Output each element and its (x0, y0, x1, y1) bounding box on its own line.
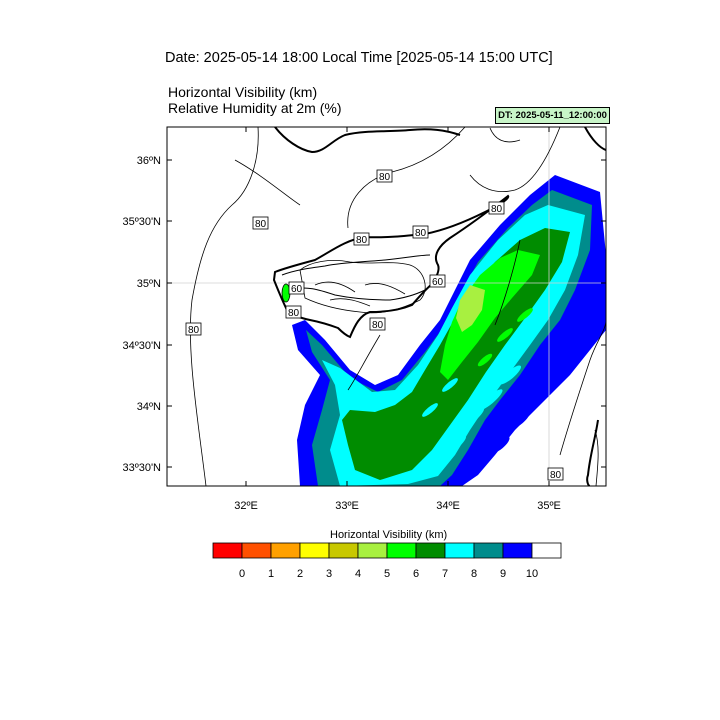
contour-label: 80 (376, 169, 393, 183)
visibility-streaks-green (477, 308, 533, 367)
contour-label: 80 (488, 201, 505, 215)
svg-text:80: 80 (550, 470, 562, 481)
field-title-humidity: Relative Humidity at 2m (%) (168, 100, 342, 116)
lat-labels: 36ºN 35º30'N 35ºN 34º30'N 34ºN 33º30'N (122, 155, 161, 474)
turkey-coast (274, 127, 461, 154)
colorbar-swatch (299, 542, 330, 559)
plot-frame (166, 126, 607, 487)
colorbar-title: Horizontal Visibility (km) (330, 529, 448, 541)
colorbar-label: 8 (470, 568, 478, 580)
lat-label: 34ºN (137, 401, 161, 413)
colorbar-swatch (531, 542, 562, 559)
svg-text:80: 80 (356, 235, 368, 246)
colorbar-label: 1 (267, 568, 275, 580)
field-title-visibility: Horizontal Visibility (km) (168, 84, 318, 100)
svg-text:80: 80 (255, 219, 267, 230)
map-plot-area: 80 80 80 80 80 60 80 80 80 60 80 (167, 127, 606, 486)
colorbar-swatch (502, 542, 533, 559)
dt-badge: DT: 2025-05-11_12:00:00 (495, 107, 610, 124)
visibility-band-4-5 (456, 285, 485, 332)
tick-marks (167, 127, 606, 486)
colorbar-swatch (241, 542, 272, 559)
colorbar-swatch (444, 542, 475, 559)
colorbar (212, 542, 562, 559)
colorbar-swatch (212, 542, 243, 559)
visibility-streaks-dark (490, 323, 588, 454)
contour-label: 60 (288, 281, 305, 295)
svg-text:80: 80 (288, 308, 300, 319)
colorbar-label: 4 (354, 568, 362, 580)
contour-label: 80 (185, 322, 202, 336)
lebanon-coast (586, 419, 599, 486)
lon-label: 32ºE (234, 500, 258, 512)
svg-text:80: 80 (379, 172, 391, 183)
lat-label: 35º30'N (122, 216, 161, 228)
colorbar-label: 5 (383, 568, 391, 580)
date-title: Date: 2025-05-14 18:00 Local Time [2025-… (165, 50, 553, 66)
contour-label: 80 (252, 216, 269, 230)
colorbar-label: 9 (499, 568, 507, 580)
colorbar-label: 6 (412, 568, 420, 580)
visibility-band-5-6 (440, 250, 540, 380)
cyprus-inner-coast (281, 254, 431, 301)
svg-text:80: 80 (491, 204, 503, 215)
visibility-streaks (422, 365, 522, 455)
contour-label: 80 (285, 305, 302, 319)
colorbar-label: 0 (238, 568, 246, 580)
cyprus-coast (272, 194, 510, 339)
colorbar-swatch (270, 542, 301, 559)
lon-label: 33ºE (335, 500, 359, 512)
contour-label: 60 (429, 274, 446, 288)
colorbar-swatch (415, 542, 446, 559)
lat-label: 35ºN (137, 278, 161, 290)
svg-text:60: 60 (291, 284, 303, 295)
lon-label: 35ºE (537, 500, 561, 512)
svg-text:60: 60 (432, 277, 444, 288)
colorbar-label: 7 (441, 568, 449, 580)
colorbar-swatch (386, 542, 417, 559)
colorbar-swatch (328, 542, 359, 559)
contour-label: 80 (353, 232, 370, 246)
colorbar-label: 3 (325, 568, 333, 580)
lat-label: 36ºN (137, 155, 161, 167)
colorbar-label: 2 (296, 568, 304, 580)
coastlines (272, 127, 606, 486)
contour-label: 80 (547, 467, 564, 481)
lat-label: 34º30'N (122, 340, 161, 352)
svg-text:80: 80 (188, 325, 200, 336)
lon-labels: 32ºE 33ºE 34ºE 35ºE (234, 500, 561, 512)
colorbar-swatch (357, 542, 388, 559)
lon-label: 34ºE (436, 500, 460, 512)
lat-label: 33º30'N (122, 462, 161, 474)
contour-label: 80 (369, 317, 386, 331)
svg-text:80: 80 (372, 320, 384, 331)
colorbar-swatch (473, 542, 504, 559)
contour-label: 80 (412, 225, 429, 239)
svg-text:80: 80 (415, 228, 427, 239)
colorbar-label: 10 (525, 568, 539, 580)
syria-coast (584, 127, 606, 151)
contour-labels: 80 80 80 80 80 60 80 80 80 60 80 (185, 169, 564, 481)
